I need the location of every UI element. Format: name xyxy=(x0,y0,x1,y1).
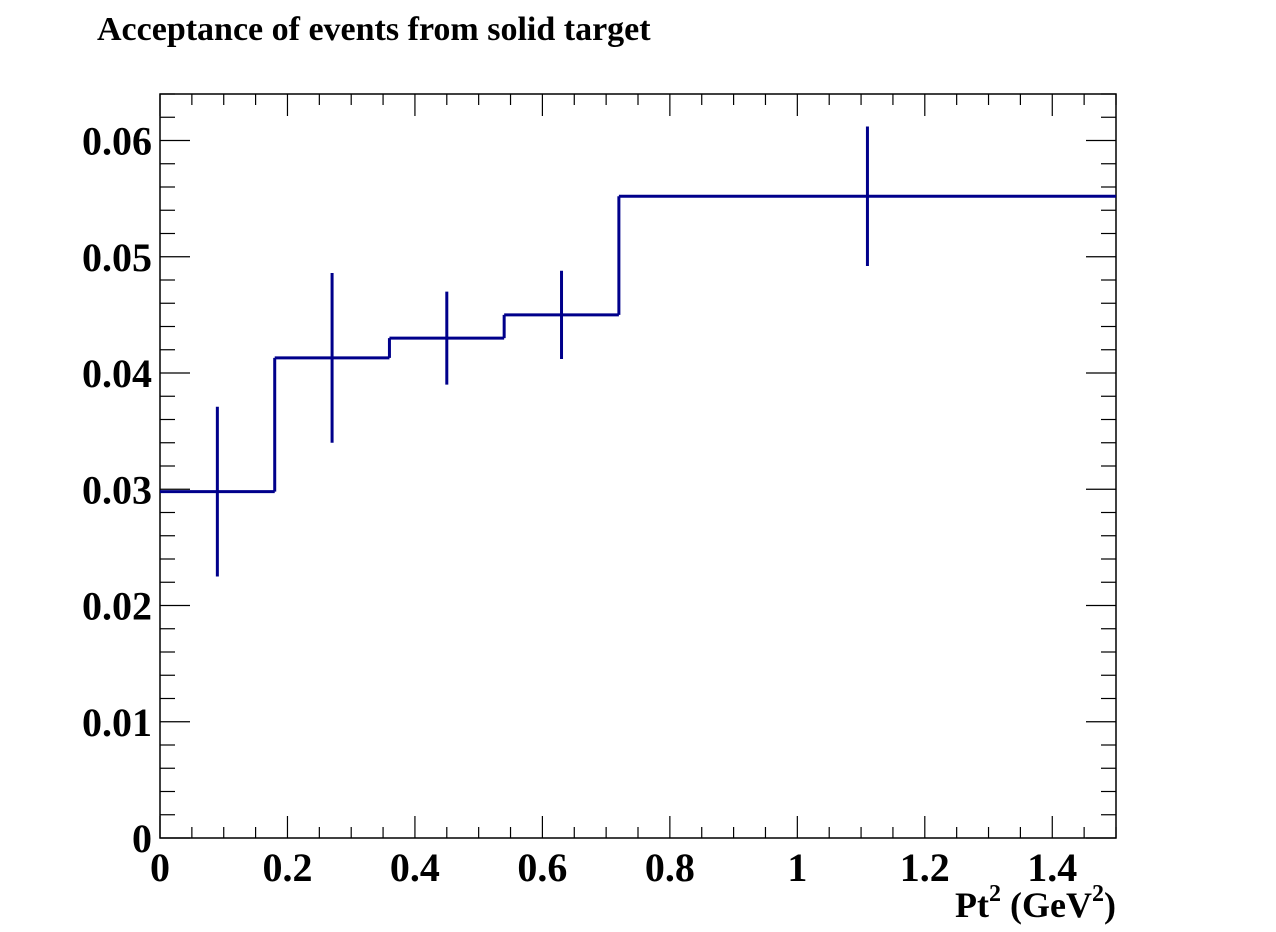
x-tick-label: 0 xyxy=(150,845,170,890)
x-tick-label: 1.4 xyxy=(1027,845,1077,890)
x-tick-label: 0.8 xyxy=(645,845,695,890)
x-tick-label: 1 xyxy=(787,845,807,890)
y-tick-label: 0.01 xyxy=(82,700,152,745)
x-tick-label: 0.2 xyxy=(262,845,312,890)
axis-ticks xyxy=(159,93,1117,839)
x-axis-label: Pt2 (GeV2) xyxy=(955,881,1116,925)
x-tick-labels: 0 0.2 0.4 0.6 0.8 1 1.2 1.4 xyxy=(150,845,1077,890)
chart-title: Acceptance of events from solid target xyxy=(97,11,651,48)
y-tick-label: 0.04 xyxy=(82,351,152,396)
y-tick-label: 0.06 xyxy=(82,119,152,164)
y-tick-label: 0.03 xyxy=(82,467,152,512)
y-tick-labels: 0 0.01 0.02 0.03 0.04 0.05 0.06 xyxy=(82,119,152,862)
y-tick-label: 0.05 xyxy=(82,235,152,280)
x-tick-label: 0.4 xyxy=(390,845,440,890)
y-tick-label: 0 xyxy=(132,816,152,861)
plot-frame xyxy=(159,93,1117,839)
acceptance-series xyxy=(160,126,1116,577)
x-tick-label: 0.6 xyxy=(517,845,567,890)
y-tick-label: 0.02 xyxy=(82,584,152,629)
x-tick-label: 1.2 xyxy=(900,845,950,890)
